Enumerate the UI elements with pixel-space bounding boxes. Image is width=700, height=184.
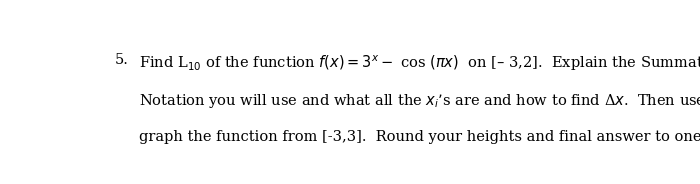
Text: graph the function from [-3,3].  Round your heights and final answer to one deci: graph the function from [-3,3]. Round yo… [139,130,700,144]
Text: Notation you will use and what all the $x_i$’s are and how to find Δ$x$.  Then u: Notation you will use and what all the $… [139,91,700,109]
Text: 5.: 5. [115,53,129,67]
Text: Find L$_{10}$ of the function $f(x) = 3^{x} -$ cos $(πx)$  on [– 3,2].  Explain : Find L$_{10}$ of the function $f(x) = 3^… [139,53,700,73]
